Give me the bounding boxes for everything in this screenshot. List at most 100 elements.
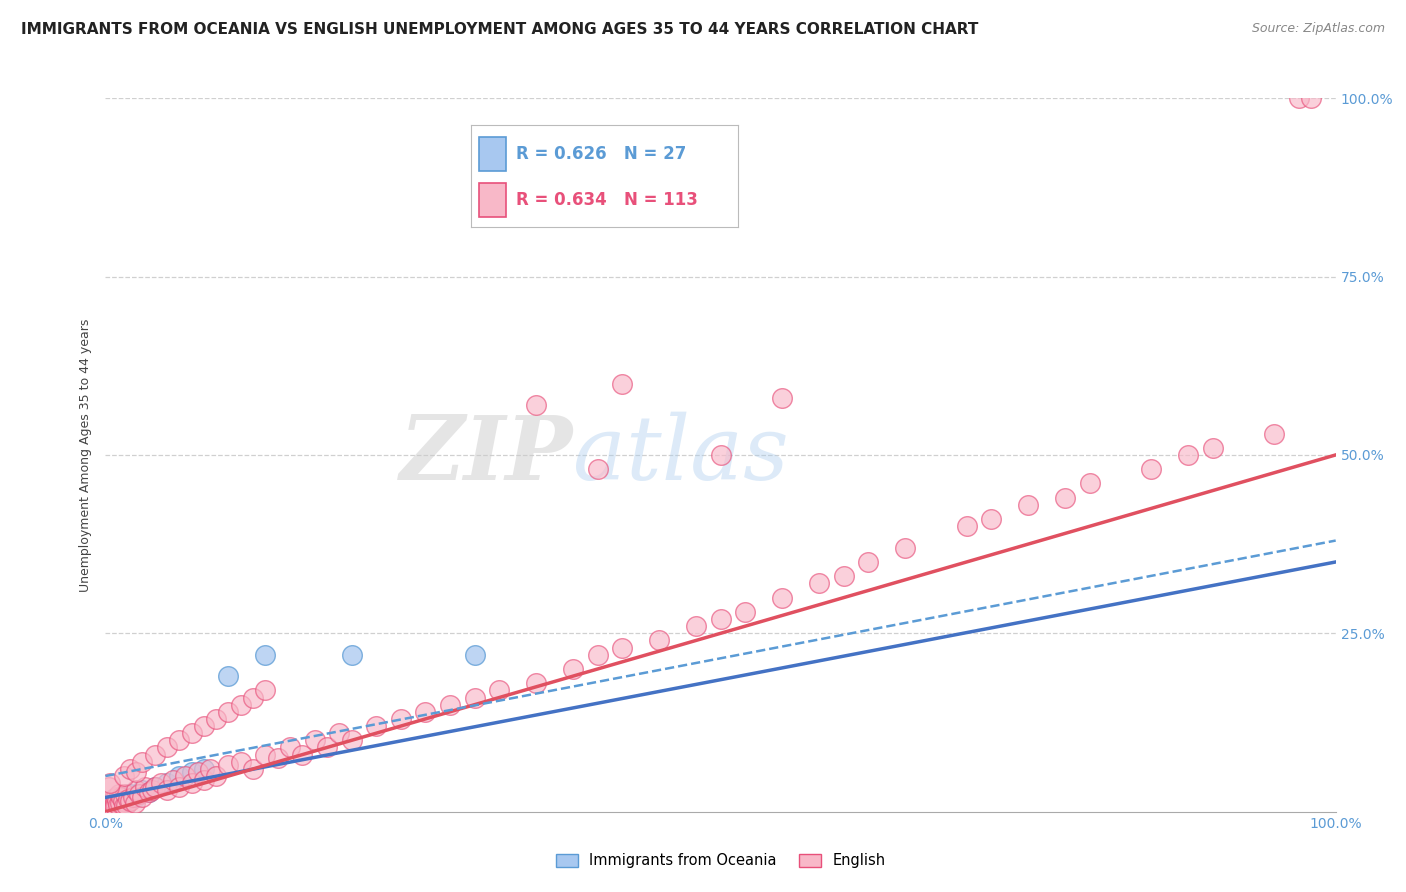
Point — [121, 790, 143, 805]
Point — [101, 794, 124, 808]
Y-axis label: Unemployment Among Ages 35 to 44 years: Unemployment Among Ages 35 to 44 years — [79, 318, 91, 591]
Point — [98, 798, 121, 813]
Point — [96, 801, 118, 815]
Point — [125, 783, 148, 797]
Point — [107, 797, 129, 812]
Point — [218, 758, 240, 772]
Text: ZIP: ZIP — [399, 412, 574, 498]
Point — [169, 780, 191, 794]
Point — [328, 726, 350, 740]
Point — [612, 376, 634, 391]
Point — [524, 398, 547, 412]
Point — [104, 790, 127, 805]
Point — [97, 797, 120, 812]
Point — [96, 799, 118, 814]
Text: IMMIGRANTS FROM OCEANIA VS ENGLISH UNEMPLOYMENT AMONG AGES 35 TO 44 YEARS CORREL: IMMIGRANTS FROM OCEANIA VS ENGLISH UNEMP… — [21, 22, 979, 37]
Point — [180, 726, 202, 740]
Point — [143, 747, 166, 762]
Point — [612, 640, 634, 655]
Point — [96, 802, 118, 816]
Point — [218, 705, 240, 719]
Point — [464, 648, 486, 662]
Point — [832, 569, 855, 583]
Point — [143, 780, 166, 794]
Text: R = 0.634   N = 113: R = 0.634 N = 113 — [516, 191, 699, 210]
Point — [117, 792, 139, 806]
Point — [114, 787, 136, 801]
Point — [107, 792, 129, 806]
Point — [143, 780, 166, 794]
Point — [98, 800, 121, 814]
Point — [278, 740, 301, 755]
Point — [98, 799, 121, 814]
Point — [103, 792, 125, 806]
Point — [131, 755, 153, 769]
Text: atlas: atlas — [574, 411, 789, 499]
Point — [205, 712, 228, 726]
Point — [112, 790, 135, 805]
Point — [131, 790, 153, 805]
Point — [304, 733, 326, 747]
Point — [124, 796, 146, 810]
FancyBboxPatch shape — [479, 184, 506, 218]
Point — [562, 662, 585, 676]
Point — [104, 799, 127, 814]
Point — [125, 765, 148, 780]
Point — [98, 776, 122, 790]
Point — [125, 790, 148, 805]
Point — [1288, 91, 1310, 105]
Point — [254, 648, 277, 662]
Point — [169, 769, 191, 783]
Point — [98, 796, 122, 810]
Point — [94, 803, 117, 817]
Point — [710, 612, 733, 626]
Point — [156, 783, 179, 797]
Point — [198, 762, 221, 776]
Point — [340, 648, 363, 662]
Point — [112, 799, 135, 814]
Point — [120, 787, 141, 801]
Point — [111, 794, 134, 808]
Point — [138, 785, 160, 799]
Point — [858, 555, 880, 569]
Text: Source: ZipAtlas.com: Source: ZipAtlas.com — [1251, 22, 1385, 36]
Point — [1177, 448, 1199, 462]
Point — [180, 776, 202, 790]
Point — [267, 751, 290, 765]
Legend: Immigrants from Oceania, English: Immigrants from Oceania, English — [548, 847, 893, 876]
Point — [218, 669, 240, 683]
Point — [770, 391, 793, 405]
FancyBboxPatch shape — [479, 137, 506, 171]
Point — [97, 801, 120, 815]
Point — [101, 794, 124, 808]
Point — [110, 796, 132, 810]
Point — [193, 762, 215, 776]
Point — [980, 512, 1002, 526]
Point — [956, 519, 979, 533]
Point — [97, 803, 120, 817]
Point — [291, 747, 314, 762]
Point — [807, 576, 830, 591]
Point — [1201, 441, 1223, 455]
Point — [254, 747, 277, 762]
Point — [98, 802, 121, 816]
Point — [120, 762, 141, 776]
Point — [100, 798, 122, 813]
Point — [488, 683, 510, 698]
Point — [117, 794, 139, 808]
Point — [110, 796, 132, 810]
Point — [96, 799, 118, 814]
Point — [439, 698, 461, 712]
Point — [340, 733, 363, 747]
Point — [734, 605, 756, 619]
Point — [1301, 91, 1323, 105]
Point — [229, 755, 252, 769]
Point — [115, 797, 138, 812]
Point — [110, 790, 132, 805]
Point — [103, 797, 125, 812]
Point — [112, 769, 135, 783]
Point — [389, 712, 412, 726]
Point — [586, 462, 609, 476]
Point — [193, 772, 215, 787]
Point — [134, 780, 156, 794]
